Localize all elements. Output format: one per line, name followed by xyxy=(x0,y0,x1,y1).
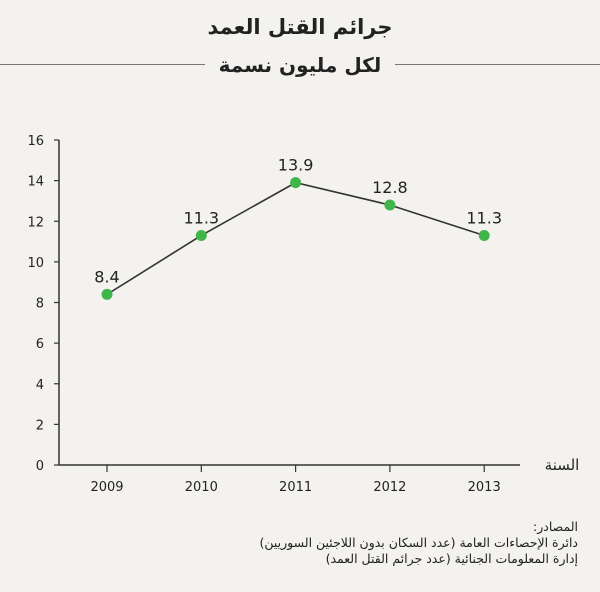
y-tick-label: 16 xyxy=(27,134,44,149)
data-point xyxy=(478,229,490,241)
source-line-2: إدارة المعلومات الجنائية (عدد جرائم القت… xyxy=(325,551,578,566)
sources-heading: المصادر: xyxy=(533,519,578,534)
line-chart: 0 2 4 6 8 10 12 14 16 2009 2010 2011 2012 2013 السنة 8.… xyxy=(27,134,580,495)
y-tick-label: 6 xyxy=(36,337,44,352)
subtitle-row: لكل مليون نسمة xyxy=(0,52,600,78)
x-tick-label: 2012 xyxy=(373,480,406,495)
data-point xyxy=(290,177,302,189)
data-label: 13.9 xyxy=(278,156,314,175)
data-label: 12.8 xyxy=(372,178,408,197)
y-tick-label: 0 xyxy=(36,459,44,474)
y-tick-label: 10 xyxy=(27,256,44,271)
data-label: 11.3 xyxy=(183,208,219,227)
y-tick-label: 12 xyxy=(27,215,44,230)
x-tick-label: 2009 xyxy=(90,480,123,495)
y-tick-label: 2 xyxy=(36,418,44,433)
y-tick-label: 8 xyxy=(36,297,44,312)
chart-title: جرائم القتل العمد xyxy=(207,15,393,39)
chart-subtitle: لكل مليون نسمة xyxy=(218,53,382,77)
source-line-1: دائرة الإحصاءات العامة (عدد السكان بدون … xyxy=(259,535,578,550)
x-tick-label: 2011 xyxy=(279,480,312,495)
sources-block: المصادر: دائرة الإحصاءات العامة (عدد الس… xyxy=(158,519,578,567)
y-tick-label: 4 xyxy=(36,378,44,393)
subtitle-rule-right xyxy=(395,64,600,65)
y-tick-label: 14 xyxy=(27,175,44,190)
series-line xyxy=(106,181,485,296)
subtitle-rule-left xyxy=(0,64,205,65)
data-label: 8.4 xyxy=(94,267,119,286)
x-axis-label: السنة xyxy=(545,456,580,474)
data-label: 11.3 xyxy=(466,208,502,227)
x-tick-label: 2010 xyxy=(185,480,218,495)
x-tick-label: 2013 xyxy=(468,480,501,495)
data-point xyxy=(195,229,207,241)
data-point xyxy=(384,199,396,211)
data-point xyxy=(101,288,113,300)
